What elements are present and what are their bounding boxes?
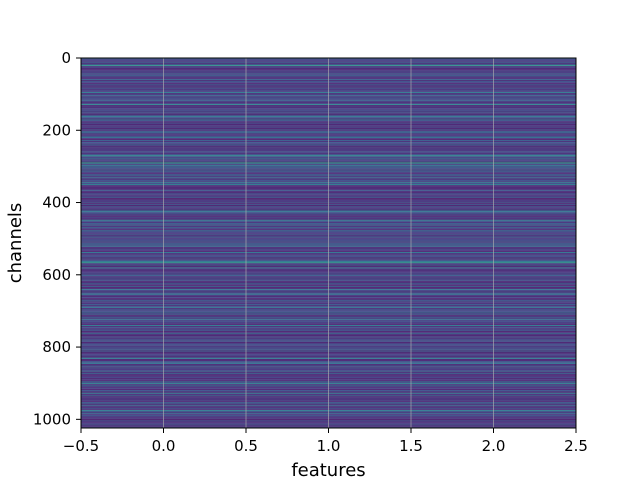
y-axis-label: channels [5,203,26,284]
x-tick-label: 0.0 [152,437,176,455]
x-tick-label: 2.5 [564,437,588,455]
y-tick-label: 200 [42,121,71,139]
y-tick-label: 600 [42,266,71,284]
grid-lines [80,58,577,428]
x-tick-label: 0.5 [234,437,258,455]
x-tick-label: 1.5 [399,437,423,455]
y-tick-label: 400 [42,194,71,212]
y-tick-label: 800 [42,338,71,356]
x-axis-label: features [291,460,365,480]
y-tick-label: 0 [61,49,71,67]
y-tick-label: 1000 [33,410,71,428]
axis-ticks: −0.5 0.0 0.5 1.0 1.5 2.0 2.5 0 200 400 600 800 1000 [33,49,588,455]
x-tick-label: 1.0 [317,437,341,455]
x-tick-label: −0.5 [63,437,99,455]
x-tick-label: 2.0 [482,437,506,455]
